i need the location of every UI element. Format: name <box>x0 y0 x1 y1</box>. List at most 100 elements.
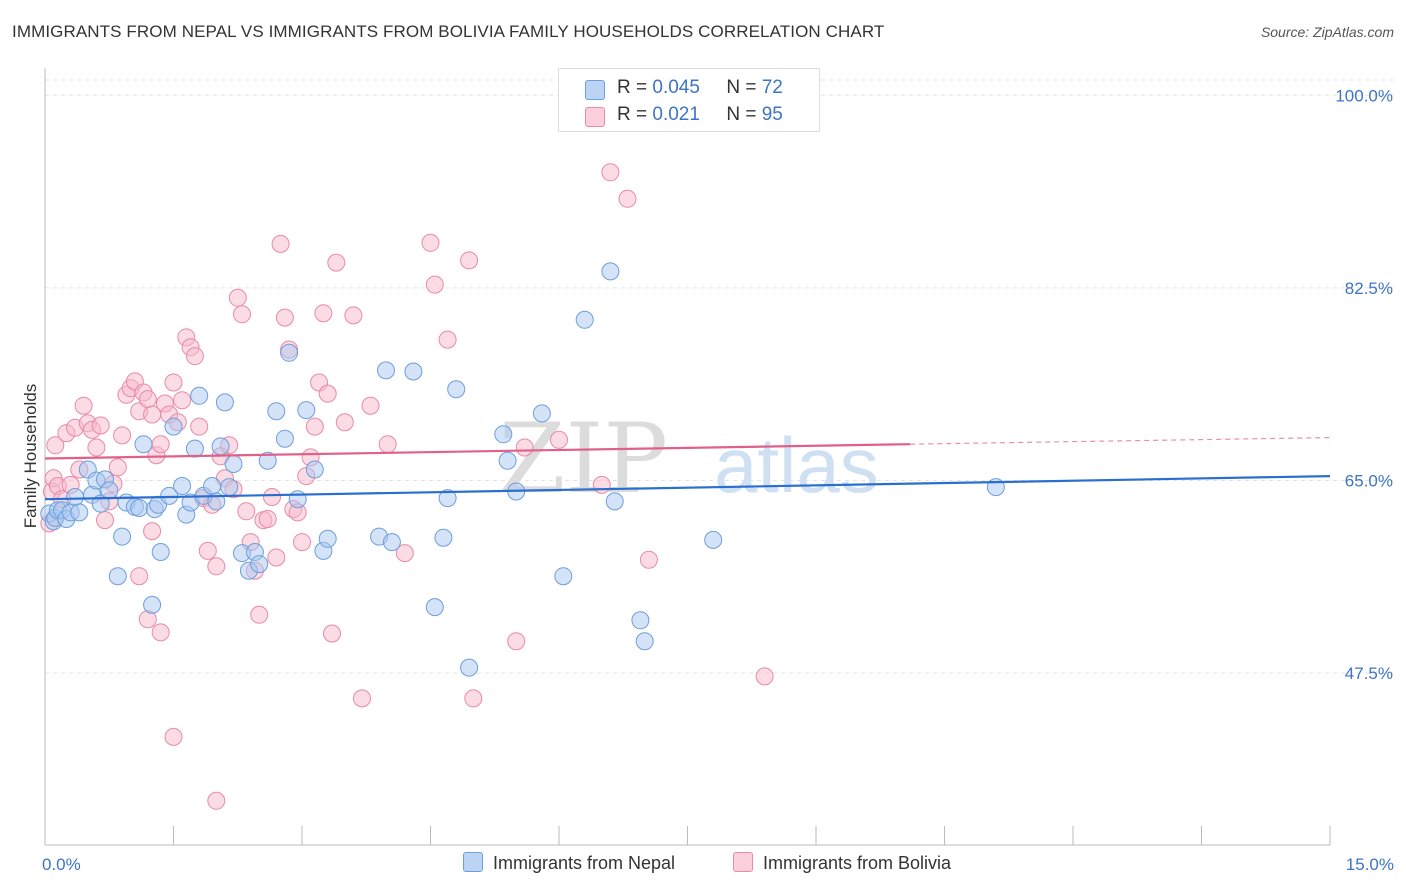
chart-title: IMMIGRANTS FROM NEPAL VS IMMIGRANTS FROM… <box>12 22 885 41</box>
nepal-point <box>70 503 89 522</box>
nepal-point <box>66 488 84 506</box>
bolivia-point <box>550 430 568 449</box>
bottom-legend-nepal: Immigrants from Nepal <box>463 852 675 874</box>
bolivia-point <box>378 435 397 454</box>
nepal-point <box>288 490 307 509</box>
bolivia-point <box>601 163 620 182</box>
nepal-point <box>113 527 132 546</box>
x-tick-label-min: 0.0% <box>42 855 81 874</box>
bolivia-point <box>267 548 286 567</box>
nepal-point <box>318 529 337 548</box>
nepal-point <box>250 555 269 574</box>
nepal-point <box>297 401 316 420</box>
nepal-point <box>100 481 119 500</box>
nepal-point <box>377 361 395 380</box>
nepal-point <box>554 567 573 586</box>
nepal-point <box>275 429 294 448</box>
y-tick-label: 65.0% <box>1345 472 1393 491</box>
bolivia-point <box>438 330 457 349</box>
nepal-point <box>605 492 624 511</box>
bolivia-point <box>755 667 774 686</box>
nepal-point <box>498 451 517 470</box>
nepal-swatch <box>585 80 605 100</box>
bolivia-point <box>237 502 256 521</box>
bolivia-point <box>395 544 414 563</box>
bolivia-point <box>639 550 658 569</box>
watermark-zip: ZIP <box>499 403 668 515</box>
bolivia-point <box>130 567 149 586</box>
bolivia-point <box>108 458 127 477</box>
bolivia-point <box>138 390 157 409</box>
nepal-point <box>203 477 222 495</box>
bolivia-n-value: 95 <box>761 104 783 125</box>
bolivia-point <box>143 522 162 541</box>
nepal-point <box>173 477 192 495</box>
nepal-point <box>575 310 594 329</box>
nepal-point <box>224 455 243 473</box>
bolivia-point <box>323 624 341 643</box>
bolivia-point <box>258 510 277 528</box>
nepal-legend-label: Immigrants from Nepal <box>493 853 676 873</box>
bolivia-point <box>198 541 217 560</box>
bolivia-legend-label: Immigrants from Bolivia <box>763 853 952 873</box>
bolivia-point <box>173 391 192 410</box>
nepal-point <box>404 362 423 381</box>
chart-source: Source: ZipAtlas.com <box>1260 24 1394 40</box>
watermark-atlas: atlas <box>714 421 879 509</box>
n-label: N = <box>726 77 757 98</box>
nepal-point <box>425 598 444 617</box>
nepal-legend-swatch <box>463 852 483 872</box>
nepal-trendline <box>44 474 1331 501</box>
nepal-point <box>532 404 551 423</box>
nepal-point <box>438 489 457 508</box>
bolivia-point <box>190 417 209 436</box>
nepal-r-value: 0.045 <box>652 77 700 98</box>
y-axis-label: Family Households <box>21 384 40 529</box>
bolivia-point <box>228 288 247 307</box>
nepal-point <box>215 393 234 412</box>
x-tick-label-max: 15.0% <box>1346 855 1394 874</box>
bolivia-point <box>314 304 333 323</box>
r-label: R = <box>617 104 648 125</box>
nepal-point <box>305 460 324 479</box>
bolivia-point <box>91 416 110 435</box>
nepal-point <box>460 658 479 677</box>
y-tick-labels: 100.0% 82.5% 65.0% 47.5% <box>1335 86 1393 683</box>
nepal-point <box>108 567 127 586</box>
bolivia-point <box>592 475 611 494</box>
bottom-legend-bolivia: Immigrants from Bolivia <box>733 852 951 874</box>
bolivia-point <box>164 373 183 392</box>
nepal-point <box>143 595 162 614</box>
bolivia-point <box>96 511 114 530</box>
bolivia-point <box>327 253 346 272</box>
nepal-point <box>220 478 239 497</box>
bolivia-point <box>164 727 183 746</box>
trendlines <box>44 436 1331 501</box>
bolivia-point <box>151 623 170 642</box>
nepal-point <box>211 437 230 456</box>
bolivia-point <box>87 438 106 457</box>
nepal-point <box>382 533 401 552</box>
nepal-point <box>258 451 277 470</box>
y-tick-label: 82.5% <box>1345 279 1393 298</box>
nepal-point <box>134 435 153 454</box>
bolivia-point <box>425 275 444 294</box>
r-label: R = <box>617 77 648 98</box>
bolivia-point <box>263 488 281 506</box>
bolivia-point <box>233 305 251 324</box>
bolivia-point <box>344 306 363 325</box>
bolivia-r-value: 0.021 <box>652 104 700 125</box>
bolivia-point <box>507 632 526 651</box>
nepal-point <box>164 417 183 436</box>
nepal-point <box>601 262 620 281</box>
bolivia-point <box>207 557 226 576</box>
nepal-point <box>190 386 209 405</box>
x-ticks <box>44 826 1331 845</box>
gridlines <box>45 79 1395 674</box>
bolivia-point <box>464 689 483 708</box>
bolivia-point <box>275 308 294 327</box>
correlation-legend: R = 0.045 N = 72 R = 0.021 N = 95 <box>558 68 820 132</box>
bolivia-point <box>618 189 637 208</box>
nepal-point <box>267 402 286 421</box>
